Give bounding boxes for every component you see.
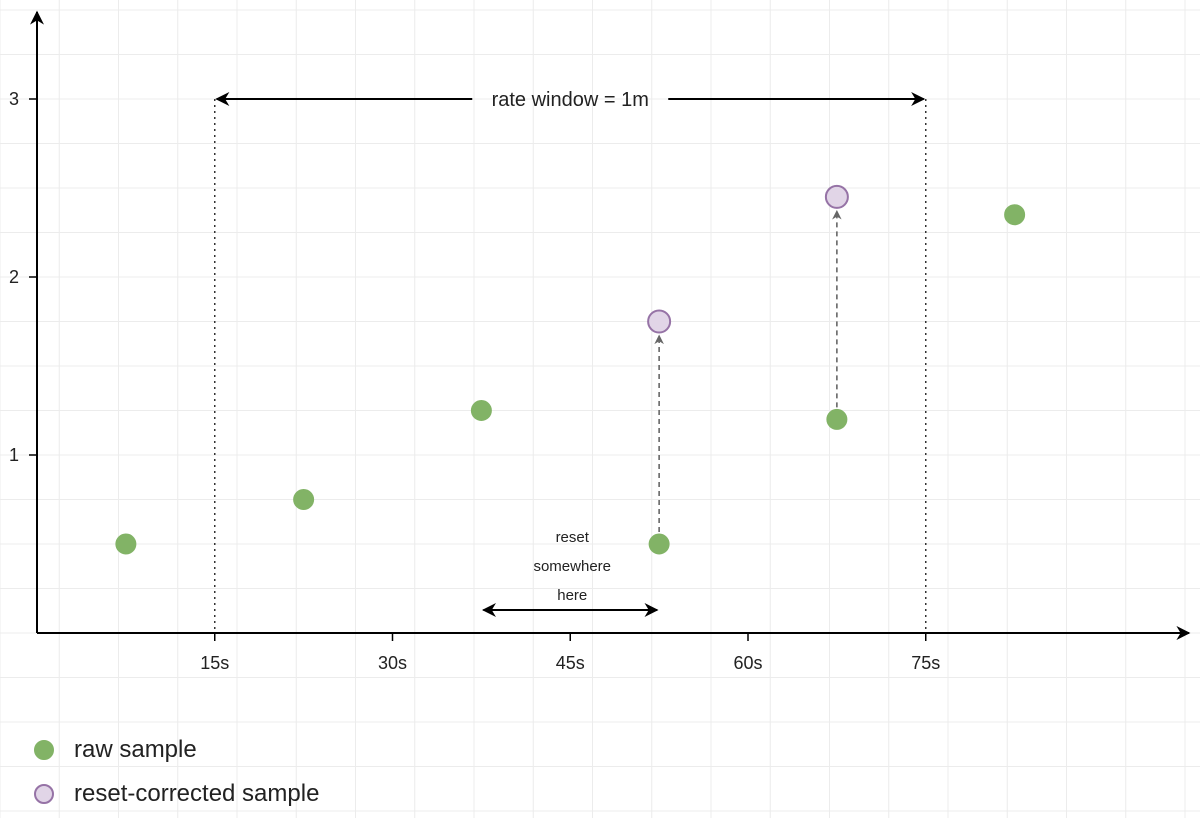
reset-region-label: here (557, 587, 587, 604)
reset-region-label: somewhere (533, 558, 611, 575)
reset-corrected-sample-point (647, 309, 672, 334)
legend-label-raw: raw sample (74, 736, 197, 763)
reset-corrected-sample-point (824, 184, 849, 209)
raw-sample-point (1004, 204, 1026, 226)
reset-region-label: reset (556, 529, 590, 546)
axes: 15s 30s 45s 60s 75s 1 2 3 (9, 10, 1191, 673)
legend-item-raw: raw sample (34, 728, 319, 772)
x-tick-label: 75s (911, 653, 940, 673)
raw-sample-point (826, 408, 848, 430)
raw-sample-point (293, 489, 315, 510)
x-tick-label: 60s (733, 653, 762, 673)
legend-item-corrected: reset-corrected sample (34, 772, 319, 816)
legend-marker-raw (34, 740, 54, 760)
raw-sample-point (648, 533, 670, 555)
legend-marker-corrected (34, 784, 54, 804)
x-tick-label: 45s (556, 653, 585, 673)
raw-sample-point (470, 400, 492, 421)
y-tick-label: 3 (9, 89, 19, 109)
y-tick-label: 1 (9, 445, 19, 465)
window-label: rate window = 1m (492, 89, 649, 111)
annotations: rate window = 1m reset somewhere here (214, 89, 927, 633)
y-tick-label: 2 (9, 267, 19, 287)
legend-label-corrected: reset-corrected sample (74, 780, 320, 807)
raw-sample-point (115, 533, 137, 555)
legend: raw sample reset-corrected sample (34, 728, 319, 816)
x-tick-label: 15s (200, 653, 229, 673)
data-points (115, 184, 1026, 555)
x-tick-label: 30s (378, 653, 407, 673)
